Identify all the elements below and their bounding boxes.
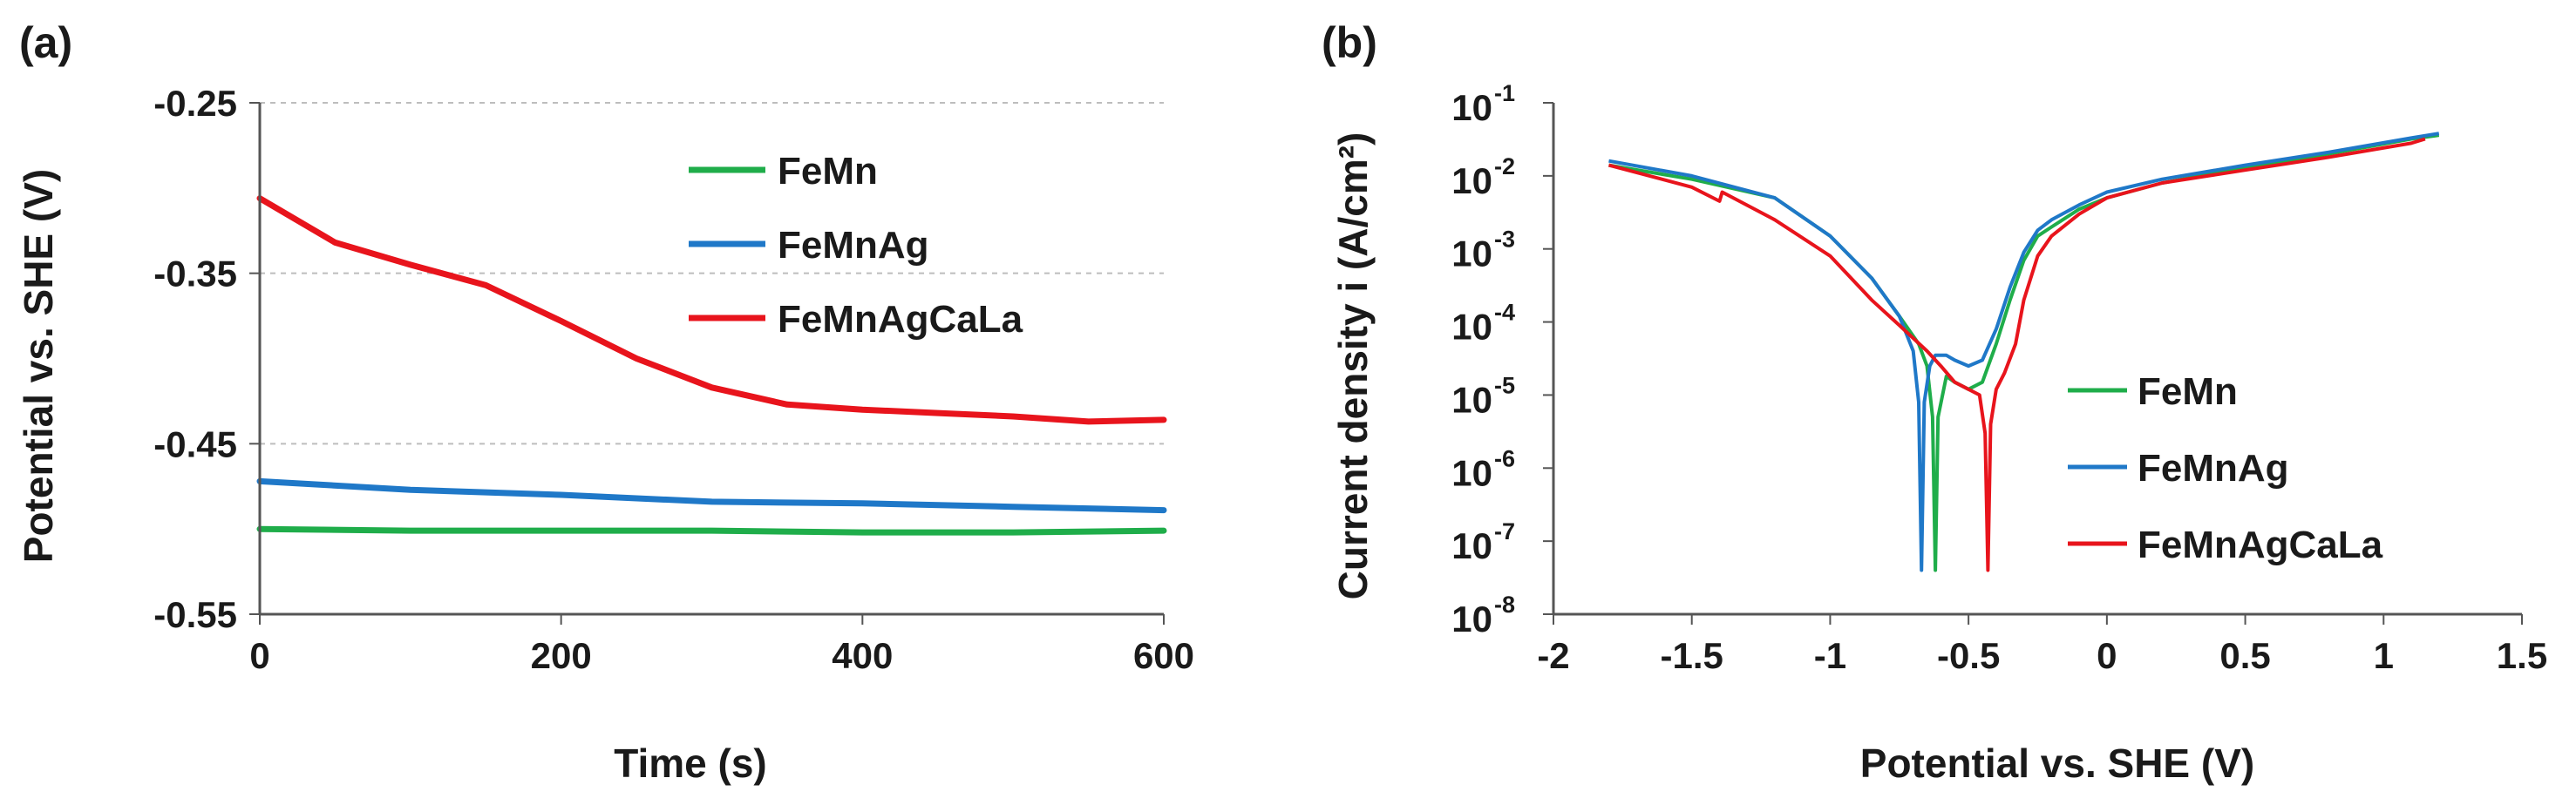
panel-b-x-tick-label: -1 xyxy=(1814,635,1846,676)
panel-a-axes xyxy=(249,102,1165,625)
legend-label-femnagcala: FeMnAgCaLa xyxy=(2138,524,2383,566)
panel-b-y-axis-title: Current density i (A/cm²) xyxy=(1330,132,1376,600)
panel-b-y-tick-exponent: -1 xyxy=(1494,80,1515,106)
panel-b-legend: FeMn FeMnAg FeMnAgCaLa xyxy=(2068,370,2383,566)
panel-b-x-tick-label: -0.5 xyxy=(1937,635,2000,676)
panel-a-x-tick-label: 0 xyxy=(249,635,269,676)
panel-a-x-axis-title: Time (s) xyxy=(614,741,767,786)
panel-b-axes xyxy=(1543,102,2523,625)
panel-b-series-lines xyxy=(1607,132,2440,572)
panel-a-tick-labels: -0.25 -0.35 -0.45 -0.55 0 200 400 600 xyxy=(153,83,1194,676)
panel-b-y-tick-exponent: -4 xyxy=(1494,300,1515,326)
panel-a-y-tick-label: -0.25 xyxy=(153,83,237,124)
panel-a-y-tick-label: -0.55 xyxy=(153,594,237,635)
series-line-femn xyxy=(256,525,1167,536)
series-line-femnagcala xyxy=(1607,137,2426,572)
panel-b-tick-labels: 10-110-210-310-410-510-610-710 -8-2 -1.5 -1… xyxy=(1451,80,2547,676)
panel-b-x-axis-title: Potential vs. SHE (V) xyxy=(1860,741,2254,786)
panel-b-y-tick-label: 10 xyxy=(1451,233,1492,274)
panel-b-y-tick-label: 10 xyxy=(1451,87,1492,128)
panel-a-label: (a) xyxy=(19,18,72,67)
panel-a-chart: (a) -0.25 -0.35 -0.45 -0.55 0 200 400 600 Time … xyxy=(16,18,1194,786)
series-line-femnagcala xyxy=(256,195,1167,425)
panel-a-x-tick-label: 400 xyxy=(832,635,893,676)
panel-b-x-tick-label: 1 xyxy=(2374,635,2394,676)
panel-b-x-tick-label: 0 xyxy=(2097,635,2117,676)
panel-a-y-tick-label: -0.35 xyxy=(153,254,237,294)
panel-b-x-tick-label: 1.5 xyxy=(2497,635,2547,676)
panel-b-y-tick-label: 10 xyxy=(1451,525,1492,566)
panel-b-y-tick-exponent: -5 xyxy=(1494,372,1515,398)
panel-b-y-tick-exponent: -6 xyxy=(1494,445,1515,471)
panel-b-y-tick-exponent: -8 xyxy=(1494,592,1515,618)
series-line-femn xyxy=(1608,133,2440,572)
panel-a-y-axis-title: Potential vs. SHE (V) xyxy=(16,169,61,563)
panel-b-y-tick-label: 10 xyxy=(1451,307,1492,348)
panel-a-x-tick-label: 200 xyxy=(531,635,592,676)
panel-b-x-tick-label: 0.5 xyxy=(2219,635,2270,676)
panel-b-y-tick-label: 10 xyxy=(1451,379,1492,420)
panel-b-y-tick-exponent: -2 xyxy=(1494,153,1515,179)
panel-a-series-lines xyxy=(256,195,1167,536)
legend-label-femnag: FeMnAg xyxy=(2138,447,2289,490)
legend-label-femn: FeMn xyxy=(778,150,878,193)
panel-b-y-tick-label: 10 xyxy=(1451,160,1492,201)
legend-label-femn: FeMn xyxy=(2138,370,2238,413)
panel-b-y-tick-label: 10 xyxy=(1451,599,1492,639)
panel-b-label: (b) xyxy=(1322,18,1377,67)
legend-label-femnagcala: FeMnAgCaLa xyxy=(778,298,1023,341)
panel-b-y-tick-exponent: -7 xyxy=(1494,518,1515,545)
legend-label-femnag: FeMnAg xyxy=(778,224,929,267)
panel-b-y-tick-exponent: -3 xyxy=(1494,227,1515,253)
panel-a-grid xyxy=(260,102,1164,445)
panel-a-x-tick-label: 600 xyxy=(1133,635,1194,676)
panel-b-y-tick-label: 10 xyxy=(1451,452,1492,493)
panel-b-x-tick-label: -1.5 xyxy=(1661,635,1723,676)
series-line-femnag xyxy=(1608,132,2440,572)
panel-a-legend: FeMn FeMnAg FeMnAgCaLa xyxy=(689,150,1023,341)
panel-b-x-tick-label: -2 xyxy=(1537,635,1569,676)
series-line-femnag xyxy=(256,477,1167,514)
panel-b-chart: (b) 10-110-210-310-410-510-610-710 -8-2 -1… xyxy=(1322,18,2547,786)
panel-a-y-tick-label: -0.45 xyxy=(153,423,237,464)
